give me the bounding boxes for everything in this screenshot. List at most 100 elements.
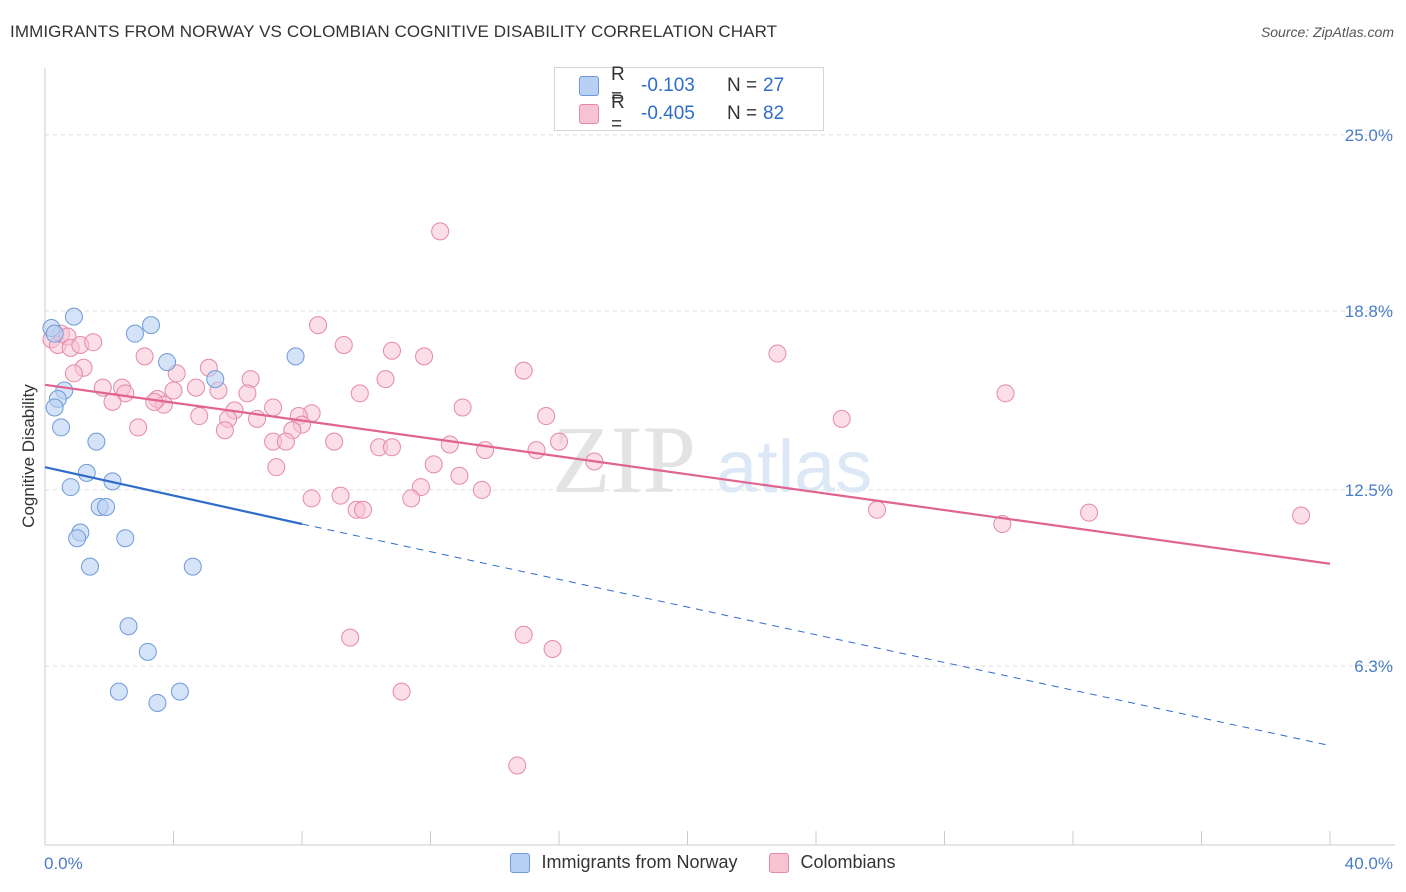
norway-swatch xyxy=(579,76,599,96)
r-value: -0.103 xyxy=(641,75,695,96)
chart-title: IMMIGRANTS FROM NORWAY VS COLOMBIAN COGN… xyxy=(10,22,778,41)
colombians-point xyxy=(341,628,360,647)
y-tick-label: 25.0% xyxy=(1345,126,1393,145)
legend-row-colombia: R = -0.405 N = 82 xyxy=(579,92,785,135)
colombians-point xyxy=(440,435,459,454)
colombians-point xyxy=(514,361,533,380)
colombians-point xyxy=(135,347,154,366)
colombians-point xyxy=(334,336,353,355)
norway-point xyxy=(183,557,202,576)
colombians-point xyxy=(472,480,491,499)
norway-point xyxy=(206,370,225,389)
norway-trend-line xyxy=(44,466,303,526)
colombians-point xyxy=(64,364,83,383)
colombians-point xyxy=(1292,506,1311,525)
norway-point xyxy=(125,324,144,343)
colombians-point xyxy=(354,500,373,519)
norway-point xyxy=(68,529,87,548)
colombians-trend-line xyxy=(44,383,1331,565)
stats-legend: R = -0.103 N = 27 R = -0.405 N = 82 xyxy=(554,64,824,135)
colombians-point xyxy=(331,486,350,505)
tick-labels: 6.3% 12.5% 18.8% 25.0% 0.0% 40.0% xyxy=(44,126,1393,873)
legend-label-colombians: Colombians xyxy=(800,852,896,872)
colombians-point xyxy=(450,466,469,485)
colombians-point xyxy=(415,347,434,366)
colombians-point xyxy=(264,398,283,417)
r-value: -0.405 xyxy=(641,103,695,124)
r-label: R = xyxy=(611,64,625,107)
legend-row-norway: R = -0.103 N = 27 xyxy=(579,64,785,107)
colombians-point xyxy=(215,421,234,440)
colombians-point xyxy=(325,432,344,451)
norway-point xyxy=(97,497,116,516)
colombians-point xyxy=(164,381,183,400)
colombians-point xyxy=(868,500,887,519)
norway-point xyxy=(142,316,161,335)
norway-point xyxy=(61,478,80,497)
norway-trend-extension xyxy=(301,523,1331,747)
x-tick-label-max: 40.0% xyxy=(1345,854,1393,873)
colombians-point xyxy=(424,455,443,474)
norway-point xyxy=(116,529,135,548)
y-tick-label: 12.5% xyxy=(1345,481,1393,500)
norway-legend-swatch xyxy=(510,852,531,873)
colombia-swatch xyxy=(579,104,599,124)
norway-point xyxy=(158,353,177,372)
colombians-point xyxy=(382,341,401,360)
colombians-point xyxy=(768,344,787,363)
colombia-legend-swatch xyxy=(769,852,790,873)
colombians-point xyxy=(1080,503,1099,522)
colombians-points xyxy=(42,222,1311,775)
colombians-point xyxy=(267,458,286,477)
norway-point xyxy=(286,347,305,366)
colombians-point xyxy=(996,384,1015,403)
colombians-point xyxy=(453,398,472,417)
r-label: R = xyxy=(611,92,625,135)
colombians-point xyxy=(382,438,401,457)
colombians-point xyxy=(550,432,568,451)
norway-point xyxy=(45,398,64,417)
norway-point xyxy=(148,693,167,712)
colombians-point xyxy=(84,333,103,352)
x-tick-label-min: 0.0% xyxy=(44,854,83,873)
norway-point xyxy=(52,418,71,437)
norway-point xyxy=(87,432,106,451)
legend-item-norway[interactable]: Immigrants from Norway xyxy=(510,852,737,873)
colombians-point xyxy=(238,384,257,403)
colombians-point xyxy=(508,756,527,775)
n-value: 82 xyxy=(763,103,785,124)
norway-points xyxy=(42,307,305,712)
norway-point xyxy=(64,307,83,326)
colombians-point xyxy=(392,682,411,701)
colombians-point xyxy=(276,432,295,451)
n-label: N = xyxy=(727,75,758,96)
colombians-point xyxy=(537,407,556,426)
y-axis-label: Cognitive Disability xyxy=(19,384,38,528)
colombians-point xyxy=(186,378,205,397)
n-value: 27 xyxy=(763,75,785,96)
series-legend: Immigrants from Norway Colombians xyxy=(0,852,1406,873)
y-tick-label: 18.8% xyxy=(1345,302,1393,321)
norway-point xyxy=(119,617,138,636)
legend-item-colombians[interactable]: Colombians xyxy=(769,852,896,873)
colombians-point xyxy=(129,418,148,437)
colombians-point xyxy=(543,639,562,658)
norway-point xyxy=(80,557,99,576)
grid-lines xyxy=(45,134,1395,667)
n-label: N = xyxy=(727,103,758,124)
norway-point xyxy=(170,682,189,701)
colombians-point xyxy=(376,370,395,389)
colombians-point xyxy=(190,407,209,426)
colombians-point xyxy=(832,409,851,428)
watermark-atlas: atlas xyxy=(716,425,872,508)
colombians-point xyxy=(309,316,328,335)
colombians-point xyxy=(302,489,321,508)
colombians-point xyxy=(514,625,533,644)
axes xyxy=(44,68,1395,846)
colombians-point xyxy=(431,222,450,241)
colombians-point xyxy=(402,489,421,508)
legend-label-norway: Immigrants from Norway xyxy=(541,852,738,872)
norway-point xyxy=(45,324,64,343)
trend-lines xyxy=(44,383,1331,747)
